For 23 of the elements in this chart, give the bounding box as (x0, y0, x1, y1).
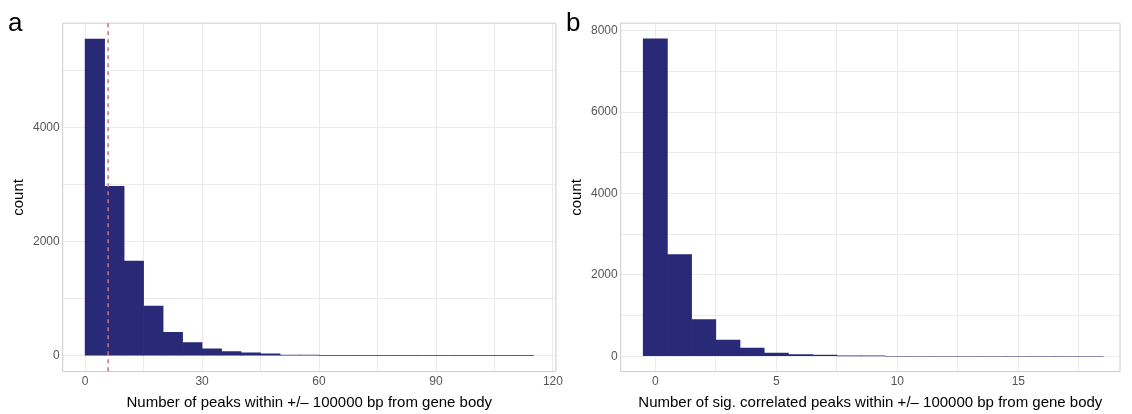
y-tick-label: 0 (53, 347, 61, 362)
y-tick-label: 2000 (590, 267, 619, 282)
x-tick-label: 5 (772, 374, 780, 389)
y-tick-label: 8000 (590, 23, 619, 38)
x-tick-label: 0 (651, 374, 659, 389)
x-tick-label: 10 (890, 374, 905, 389)
y-tick-label: 2000 (32, 233, 61, 248)
y-tick-label: 6000 (590, 104, 619, 119)
y-axis-title: count (9, 178, 27, 216)
x-tick-label: 0 (81, 374, 89, 389)
x-axis-title: Number of sig. correlated peaks within +/– 100000 bp from gene body (638, 393, 1103, 411)
y-tick-label: 4000 (590, 185, 619, 200)
x-tick-label: 90 (429, 374, 443, 389)
x-axis-title: Number of peaks within +/– 100000 bp from gene body (126, 393, 493, 411)
y-tick-label: 0 (611, 348, 619, 363)
chart-title: a (8, 6, 23, 37)
x-tick-label: 120 (542, 374, 564, 389)
y-axis-title: count (567, 178, 585, 216)
y-tick-label: 4000 (32, 119, 61, 134)
x-tick-label: 15 (1011, 374, 1026, 389)
x-tick-label: 60 (312, 374, 327, 389)
x-tick-label: 30 (195, 374, 210, 389)
chart-title: b (566, 6, 581, 37)
